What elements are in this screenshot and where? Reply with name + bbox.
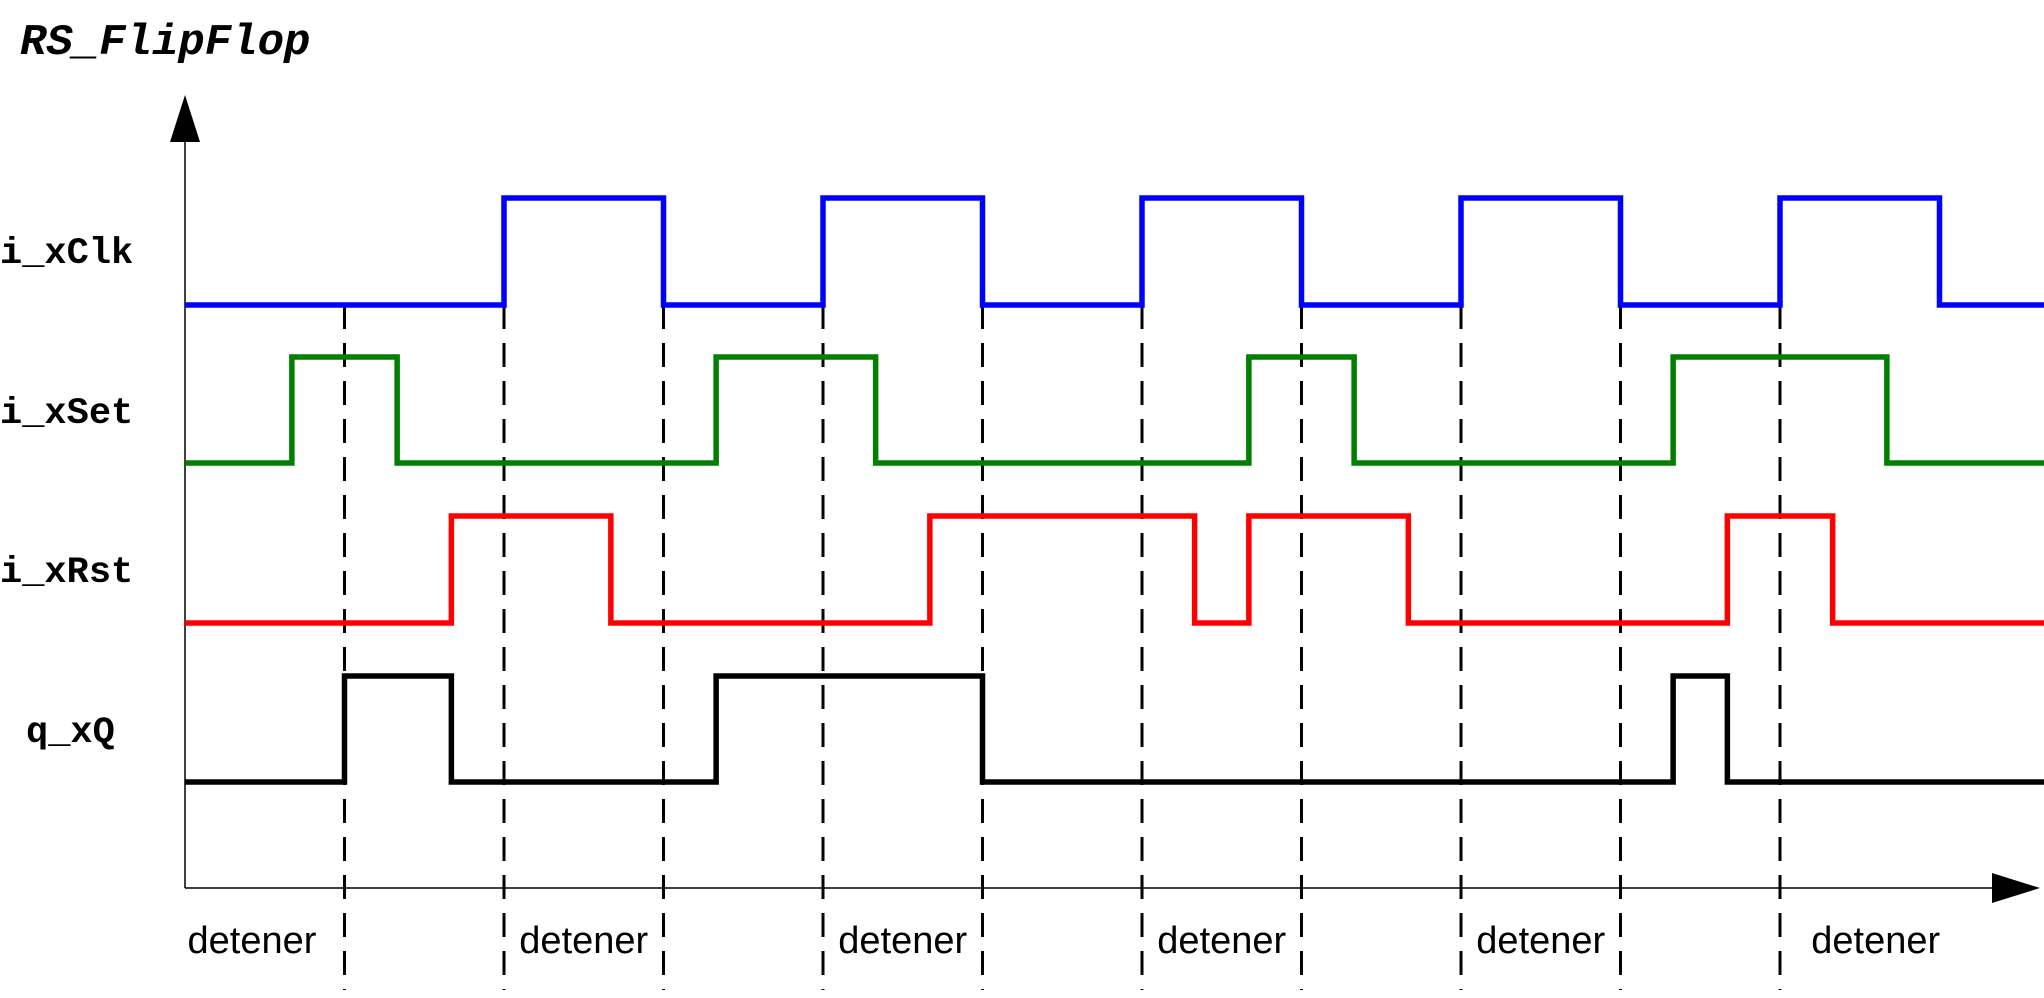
waveform-q-xq	[185, 673, 2044, 785]
phase-label-3: detener	[838, 920, 967, 962]
waveform-i-xset	[185, 354, 2044, 466]
signal-label-q: q_xQ	[26, 712, 115, 754]
signal-label-set: i_xSet	[0, 393, 133, 435]
phase-label-4: detener	[1157, 920, 1286, 962]
phase-label-2: detener	[519, 920, 648, 962]
phase-label-1: detener	[188, 920, 317, 962]
diagram-title: RS_FlipFlop	[20, 18, 310, 68]
signal-label-clk: i_xClk	[0, 233, 133, 275]
waveform-i-xclk	[185, 195, 2044, 308]
signal-label-rst: i_xRst	[0, 552, 133, 594]
x-axis-arrow	[1992, 873, 2040, 903]
phase-label-5: detener	[1476, 920, 1605, 962]
y-axis-arrow	[170, 95, 200, 142]
clock-edge-guides	[343, 305, 1782, 990]
waveform-i-xrst	[185, 513, 2044, 626]
phase-label-6: detener	[1811, 920, 1940, 962]
